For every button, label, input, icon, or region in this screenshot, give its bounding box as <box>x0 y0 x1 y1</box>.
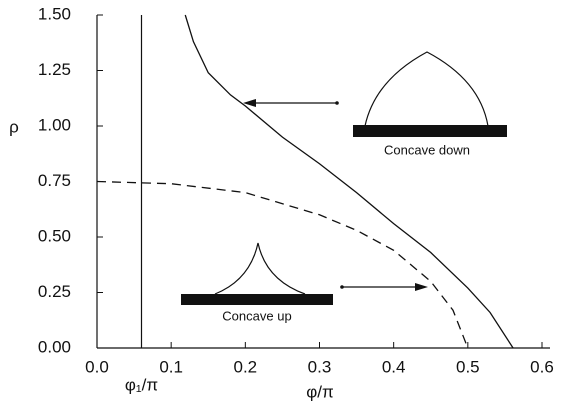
annotation: Concave up <box>222 308 291 323</box>
surface-bar <box>181 294 333 305</box>
y-tick-label: 1.50 <box>38 4 71 23</box>
curve <box>184 14 514 349</box>
x-tick-label: 0.5 <box>456 357 480 376</box>
y-tick-label: 1.00 <box>38 115 71 134</box>
x-axis-label: φ/π <box>306 382 333 401</box>
x-tick-label: 0.1 <box>159 357 183 376</box>
reference-label: φ₁/π <box>125 375 158 394</box>
inset-concave-up: Concave up <box>181 242 428 323</box>
x-tick-label: 0.3 <box>308 357 332 376</box>
y-tick-label: 0.00 <box>38 337 71 356</box>
y-tick-label: 0.25 <box>38 282 71 301</box>
arrow-dot <box>340 285 344 289</box>
arrow-head <box>415 283 428 291</box>
x-tick-label: 0.2 <box>234 357 258 376</box>
annotation: Concave down <box>384 142 470 157</box>
inset-concave-down: Concave down <box>243 51 507 157</box>
y-tick-label: 0.75 <box>38 171 71 190</box>
y-tick-label: 0.50 <box>38 226 71 245</box>
arrow-dot <box>335 101 339 105</box>
arrow-head <box>243 99 256 107</box>
y-tick-label: 1.25 <box>38 60 71 79</box>
x-tick-label: 0.6 <box>530 357 554 376</box>
surface-bar <box>353 125 507 137</box>
droplet-shape <box>364 51 489 127</box>
y-axis-label: ρ <box>9 117 19 136</box>
curve <box>96 180 469 349</box>
x-tick-label: 0.4 <box>382 357 406 376</box>
droplet-shape <box>214 242 306 295</box>
x-tick-label: 0.0 <box>85 357 109 376</box>
